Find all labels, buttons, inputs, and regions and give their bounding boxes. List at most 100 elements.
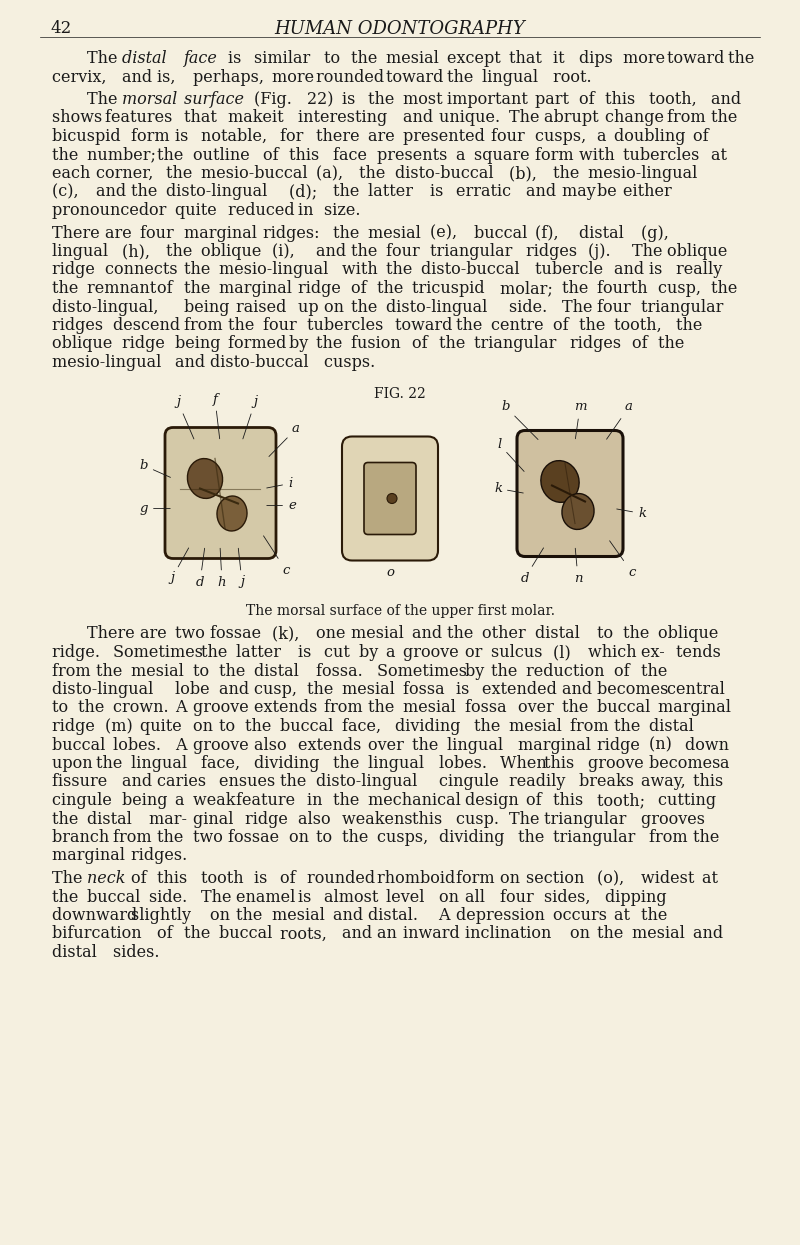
Text: the: the xyxy=(306,681,338,698)
Text: down: down xyxy=(685,737,734,753)
Text: ridge.: ridge. xyxy=(52,644,105,661)
Text: and: and xyxy=(342,925,377,942)
Ellipse shape xyxy=(541,461,579,503)
Text: distal: distal xyxy=(87,810,137,828)
Text: The: The xyxy=(87,50,122,67)
Text: shows: shows xyxy=(52,110,107,127)
Text: is: is xyxy=(175,128,194,144)
Text: central: central xyxy=(667,681,730,698)
Text: four: four xyxy=(491,128,530,144)
Text: formed: formed xyxy=(228,335,291,352)
Text: the: the xyxy=(562,700,593,717)
Text: d: d xyxy=(521,548,543,584)
Text: A: A xyxy=(438,908,455,924)
Text: ridges: ridges xyxy=(52,317,108,334)
Text: by: by xyxy=(289,335,314,352)
Text: (e),: (e), xyxy=(430,224,462,242)
Text: marginal: marginal xyxy=(219,280,297,298)
Text: (g),: (g), xyxy=(641,224,674,242)
Text: crown.: crown. xyxy=(114,700,174,717)
Text: notable,: notable, xyxy=(202,128,273,144)
Text: g: g xyxy=(139,502,170,515)
Text: mar-: mar- xyxy=(149,810,192,828)
Text: the: the xyxy=(711,110,742,127)
Text: of: of xyxy=(553,317,574,334)
Text: becomes: becomes xyxy=(597,681,673,698)
Text: outline: outline xyxy=(193,147,254,163)
Text: surface: surface xyxy=(184,91,249,108)
Text: (j).: (j). xyxy=(588,243,616,260)
Text: ex-: ex- xyxy=(641,644,670,661)
Text: being: being xyxy=(175,335,226,352)
Text: oblique: oblique xyxy=(52,335,118,352)
Text: the: the xyxy=(228,317,259,334)
Text: the: the xyxy=(166,166,198,182)
Text: o: o xyxy=(386,566,394,579)
Text: all: all xyxy=(465,889,490,905)
Text: the: the xyxy=(350,243,382,260)
Text: the: the xyxy=(641,662,672,680)
Text: (h),: (h), xyxy=(122,243,155,260)
Text: ridge: ridge xyxy=(52,261,100,279)
Text: mesio-lingual: mesio-lingual xyxy=(588,166,702,182)
Text: (m): (m) xyxy=(105,718,138,735)
Text: number;: number; xyxy=(87,147,162,163)
Text: from: from xyxy=(184,317,227,334)
Text: mechanical: mechanical xyxy=(368,792,466,809)
Text: size.: size. xyxy=(324,202,366,219)
Text: toward: toward xyxy=(394,317,457,334)
Text: of: of xyxy=(694,128,714,144)
Text: rounded: rounded xyxy=(306,870,380,886)
Text: rhomboid: rhomboid xyxy=(377,870,461,886)
Text: reduced: reduced xyxy=(228,202,299,219)
Text: the: the xyxy=(694,829,725,847)
Text: (a),: (a), xyxy=(315,166,348,182)
Text: this: this xyxy=(158,870,193,886)
Text: m: m xyxy=(574,401,586,438)
Text: triangular: triangular xyxy=(430,243,518,260)
Text: from: from xyxy=(667,110,710,127)
Text: k: k xyxy=(494,482,523,496)
Text: the: the xyxy=(456,317,487,334)
Text: roots,: roots, xyxy=(281,925,333,942)
Text: fossae: fossae xyxy=(210,625,266,642)
Text: from: from xyxy=(52,662,96,680)
Text: mesial: mesial xyxy=(368,224,426,242)
Text: Sometimes: Sometimes xyxy=(114,644,209,661)
Text: a: a xyxy=(269,422,300,457)
Text: dividing: dividing xyxy=(438,829,509,847)
Text: more: more xyxy=(272,68,319,86)
Text: dividing: dividing xyxy=(394,718,466,735)
Text: more: more xyxy=(623,50,670,67)
Text: triangular: triangular xyxy=(553,829,640,847)
Text: grooves: grooves xyxy=(641,810,710,828)
Text: triangular: triangular xyxy=(474,335,561,352)
Text: change: change xyxy=(606,110,670,127)
Text: A: A xyxy=(175,737,192,753)
Text: of: of xyxy=(263,147,283,163)
Text: it: it xyxy=(553,50,570,67)
Text: distal: distal xyxy=(535,625,585,642)
Text: When: When xyxy=(500,754,552,772)
Text: The: The xyxy=(632,243,667,260)
Text: side.: side. xyxy=(509,299,552,315)
Text: triangular: triangular xyxy=(641,299,728,315)
Text: extends: extends xyxy=(298,737,366,753)
Text: lingual: lingual xyxy=(447,737,509,753)
Text: from: from xyxy=(324,700,368,717)
Text: the: the xyxy=(579,317,610,334)
Text: make: make xyxy=(228,110,277,127)
Text: and: and xyxy=(219,681,254,698)
Text: the: the xyxy=(641,908,672,924)
Text: reduction: reduction xyxy=(526,662,610,680)
Text: the: the xyxy=(52,147,83,163)
Text: becomes: becomes xyxy=(650,754,726,772)
Text: the: the xyxy=(658,335,690,352)
Text: are: are xyxy=(140,625,172,642)
Text: unique.: unique. xyxy=(438,110,505,127)
Text: tooth: tooth xyxy=(202,870,249,886)
Text: the: the xyxy=(368,91,400,108)
Text: two: two xyxy=(175,625,210,642)
Text: the: the xyxy=(158,147,189,163)
Text: dips: dips xyxy=(579,50,618,67)
